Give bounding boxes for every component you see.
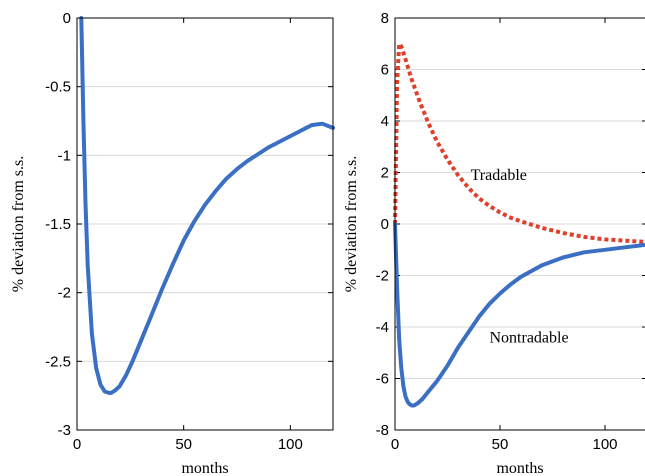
right-series-tradable-line xyxy=(393,41,645,244)
left-y-tick-label: -3 xyxy=(58,422,71,439)
right-y-tick-label: 8 xyxy=(381,10,389,27)
right-x-tick-label: 0 xyxy=(391,436,399,453)
left-ticks: 0-0.5-1-1.5-2-2.5-30 50 100 xyxy=(45,10,333,453)
right-series-nontradable-line xyxy=(393,222,645,408)
right-x-tick-label: 100 xyxy=(592,436,617,453)
right-plot-frame xyxy=(394,17,645,431)
left-x-tick-label: 0 xyxy=(73,436,81,453)
right-x-axis-label: months xyxy=(496,460,543,476)
nontradable-annotation: Nontradable xyxy=(490,329,569,346)
left-series xyxy=(79,16,335,395)
left-y-tick-label: -2.5 xyxy=(45,353,71,370)
right-y-tick-label: 0 xyxy=(381,216,389,233)
left-plot-frame xyxy=(76,17,334,431)
left-y-tick-label: -1.5 xyxy=(45,216,71,233)
left-y-tick-label: -1 xyxy=(58,147,71,164)
tradable-annotation: Tradable xyxy=(471,167,527,184)
left-y-axis-label: % deviation from s.s. xyxy=(10,156,27,292)
right-y-tick-label: -6 xyxy=(376,371,389,388)
right-y-axis-label: % deviation from s.s. xyxy=(343,156,360,292)
left-grid xyxy=(77,86,333,362)
right-y-tick-label: 2 xyxy=(381,165,389,182)
left-y-tick-label: -0.5 xyxy=(45,79,71,96)
right-y-tick-label: -2 xyxy=(376,268,389,285)
right-y-tick-label: -8 xyxy=(376,422,389,439)
right-y-tick-label: 4 xyxy=(381,113,389,130)
left-y-tick-label: -2 xyxy=(58,285,71,302)
right-x-tick-label: 50 xyxy=(492,436,509,453)
right-y-tick-label: 6 xyxy=(381,62,389,79)
right-y-tick-label: -4 xyxy=(376,319,389,336)
left-x-axis-label: months xyxy=(181,460,228,476)
left-y-tick-label: 0 xyxy=(63,10,71,27)
left-series-line-line xyxy=(79,16,335,395)
left-x-tick-label: 100 xyxy=(278,436,303,453)
left-x-tick-label: 50 xyxy=(175,436,192,453)
right-series xyxy=(393,41,645,408)
left-panel: 0-0.5-1-1.5-2-2.5-30 50 100 months % devia… xyxy=(10,10,335,476)
